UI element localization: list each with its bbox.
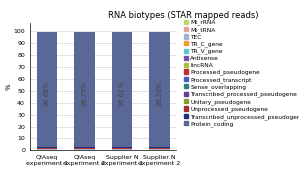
Bar xyxy=(74,147,95,148)
Bar xyxy=(112,148,132,149)
Y-axis label: %: % xyxy=(6,83,12,90)
Title: RNA biotypes (STAR mapped reads): RNA biotypes (STAR mapped reads) xyxy=(109,11,259,20)
Text: 96.68%: 96.68% xyxy=(44,80,50,106)
Text: 96.61%: 96.61% xyxy=(119,80,125,106)
Bar xyxy=(112,147,132,148)
Bar xyxy=(112,149,132,150)
Bar xyxy=(74,148,95,149)
Bar xyxy=(149,32,170,147)
Bar xyxy=(36,148,57,149)
Bar xyxy=(74,32,95,147)
Bar xyxy=(74,149,95,150)
Bar xyxy=(112,32,132,147)
Text: 96.75%: 96.75% xyxy=(81,80,87,106)
Bar xyxy=(36,147,57,148)
Bar xyxy=(36,32,57,147)
Bar xyxy=(149,149,170,150)
Bar xyxy=(36,149,57,150)
Bar xyxy=(149,147,170,148)
Text: 96.58%: 96.58% xyxy=(156,80,162,106)
Legend: Mt_rRNA, Mt_tRNA, TEC, TR_C_gene, TR_V_gene, Antisense, lincRNA, Processed_pseud: Mt_rRNA, Mt_tRNA, TEC, TR_C_gene, TR_V_g… xyxy=(184,19,299,128)
Bar xyxy=(149,148,170,149)
